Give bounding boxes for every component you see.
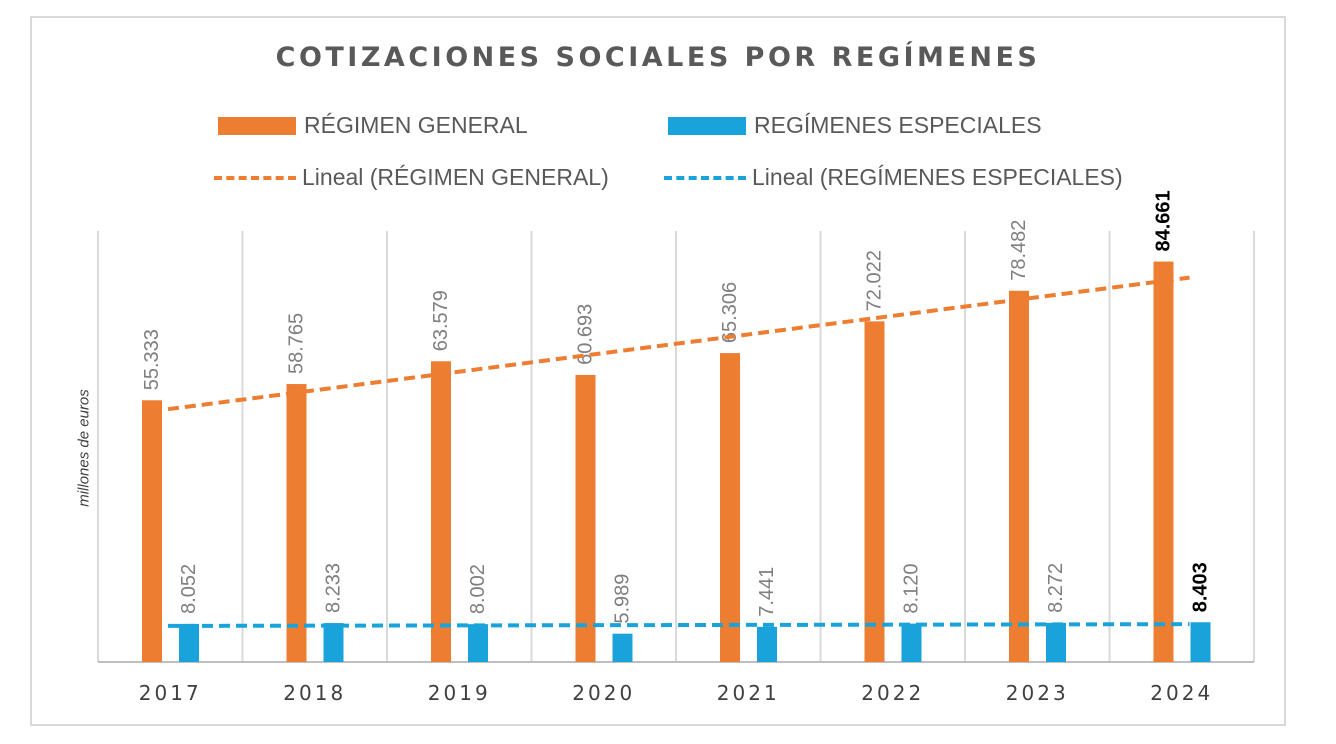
trendline-regimen-general (167, 275, 1190, 412)
bar-regimenes-especiales (1190, 622, 1211, 662)
x-tick-label: 2017 (139, 681, 202, 705)
bar-regimen-general (575, 374, 596, 662)
x-tick-label: 2021 (717, 681, 780, 705)
data-label: 7.441 (756, 567, 778, 617)
bar-regimen-general (142, 400, 162, 662)
data-label: 8.002 (467, 564, 489, 614)
x-tick-label: 2019 (428, 681, 491, 705)
legend-item-regimenes-especiales: REGÍMENES ESPECIALES (668, 112, 1042, 139)
chart-title: COTIZACIONES SOCIALES POR REGÍMENES (275, 42, 1041, 73)
bar-regimen-general (720, 353, 740, 662)
x-tick-label: 2018 (283, 681, 346, 705)
legend-label-lineal-general: Lineal (RÉGIMEN GENERAL) (302, 164, 609, 190)
data-label: 8.052 (178, 564, 200, 614)
trendline-regimenes-especiales (167, 622, 1190, 628)
data-label: 8.233 (323, 563, 345, 613)
bar-regimen-general (1153, 261, 1174, 662)
data-label: 78.482 (1008, 220, 1030, 281)
data-label: 5.989 (612, 574, 634, 624)
data-label: 55.333 (141, 329, 163, 390)
bar-regimenes-especiales (179, 623, 199, 662)
legend-dash-lineal-general (214, 175, 296, 180)
bar-regimen-general (286, 384, 307, 662)
bar-regimenes-especiales (323, 623, 344, 662)
legend-item-lineal-especiales: Lineal (REGÍMENES ESPECIALES) (664, 164, 1123, 191)
data-label: 8.120 (901, 564, 923, 614)
legend-label-lineal-especiales: Lineal (REGÍMENES ESPECIALES) (752, 164, 1123, 190)
data-label: 63.579 (430, 290, 452, 351)
legend-swatch-regimenes-especiales (668, 116, 746, 135)
bar-regimen-general (864, 321, 885, 662)
x-tick-label: 2024 (1150, 681, 1213, 705)
data-label: 60.693 (575, 304, 597, 365)
legend-item-regimen-general: RÉGIMEN GENERAL (218, 112, 528, 139)
data-label: 72.022 (864, 250, 886, 311)
data-label: 65.306 (719, 282, 741, 343)
data-label: 8.272 (1045, 563, 1067, 613)
legend-label-regimen-general: RÉGIMEN GENERAL (304, 112, 528, 138)
bar-regimen-general (431, 361, 451, 662)
bar-regimenes-especiales (612, 633, 633, 662)
bar-regimenes-especiales (1046, 622, 1066, 662)
x-tick-label: 2022 (861, 681, 924, 705)
x-tick-label: 2020 (572, 681, 635, 705)
bar-regimenes-especiales (468, 624, 488, 662)
x-tick-label: 2023 (1006, 681, 1069, 705)
data-label: 84.661 (1153, 190, 1175, 251)
data-label: 58.765 (286, 313, 308, 374)
bar-regimenes-especiales (901, 623, 922, 662)
bar-regimenes-especiales (757, 626, 777, 662)
legend-item-lineal-general: Lineal (RÉGIMEN GENERAL) (214, 164, 609, 191)
bar-regimen-general (1009, 290, 1029, 662)
legend-label-regimenes-especiales: REGÍMENES ESPECIALES (754, 112, 1042, 138)
legend-swatch-regimen-general (218, 116, 296, 135)
legend-dash-lineal-especiales (664, 175, 746, 180)
data-label: 8.403 (1190, 562, 1212, 612)
